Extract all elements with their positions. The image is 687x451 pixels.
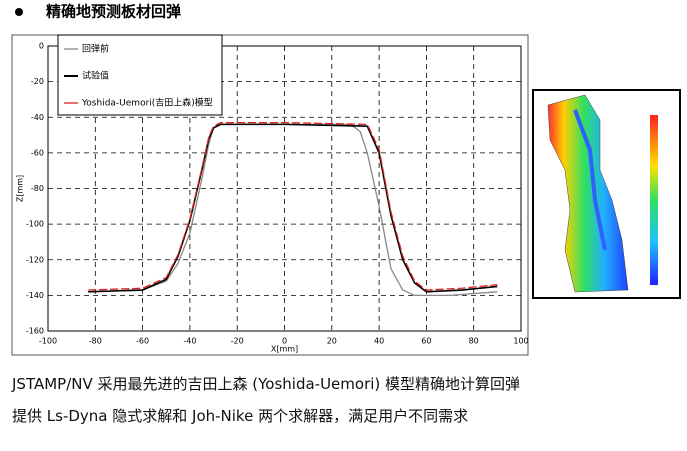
- x-tick-label: 0: [282, 337, 287, 346]
- paragraph: 提供 Ls-Dyna 隐式求解和 Joh-Nike 两个求解器，满足用户不同需求: [12, 407, 469, 425]
- x-tick-label: -40: [183, 337, 196, 346]
- x-tick-label: -60: [136, 337, 149, 346]
- chart-frame: [11, 34, 529, 356]
- x-axis-label: X[mm]: [271, 345, 298, 354]
- y-tick-label: -80: [31, 184, 44, 193]
- series-line: [88, 121, 498, 291]
- x-tick-label: -80: [89, 337, 102, 346]
- heading: 精确地预测板材回弹: [46, 3, 181, 21]
- y-tick-label: -120: [26, 255, 44, 264]
- legend-label: 回弹前: [82, 43, 109, 55]
- y-tick-label: -100: [26, 220, 44, 229]
- y-tick-label: -140: [26, 291, 44, 300]
- y-tick-label: -40: [31, 113, 44, 122]
- y-tick-label: -60: [31, 148, 44, 157]
- series-line: [88, 123, 498, 293]
- legend: [57, 34, 223, 116]
- paragraph: JSTAMP/NV 采用最先进的吉田上森 (Yoshida-Uemori) 模型…: [12, 375, 521, 393]
- x-tick-label: 100: [513, 337, 528, 346]
- x-tick-label: -100: [39, 337, 57, 346]
- y-tick-label: -20: [31, 77, 44, 86]
- series-line: [88, 123, 498, 297]
- figure: 精确地预测板材回弹 -160 -140 -120 -100 -80 -60 -40 -20 0 -…: [11, 3, 681, 356]
- x-tick-label: 20: [327, 337, 337, 346]
- y-tick-label: 0: [39, 42, 44, 51]
- x-tick-label: -20: [231, 337, 244, 346]
- bullet: [15, 8, 23, 16]
- x-tick-label: 80: [469, 337, 479, 346]
- x-tick-label: 40: [374, 337, 384, 346]
- contour-image: [532, 89, 681, 299]
- legend-label: 试验值: [82, 70, 109, 82]
- y-axis-label: Z[mm]: [16, 175, 25, 202]
- legend-label: Yoshida-Uemori(吉田上森)模型: [81, 97, 213, 109]
- x-tick-label: 60: [421, 337, 431, 346]
- y-tick-label: -160: [26, 327, 44, 336]
